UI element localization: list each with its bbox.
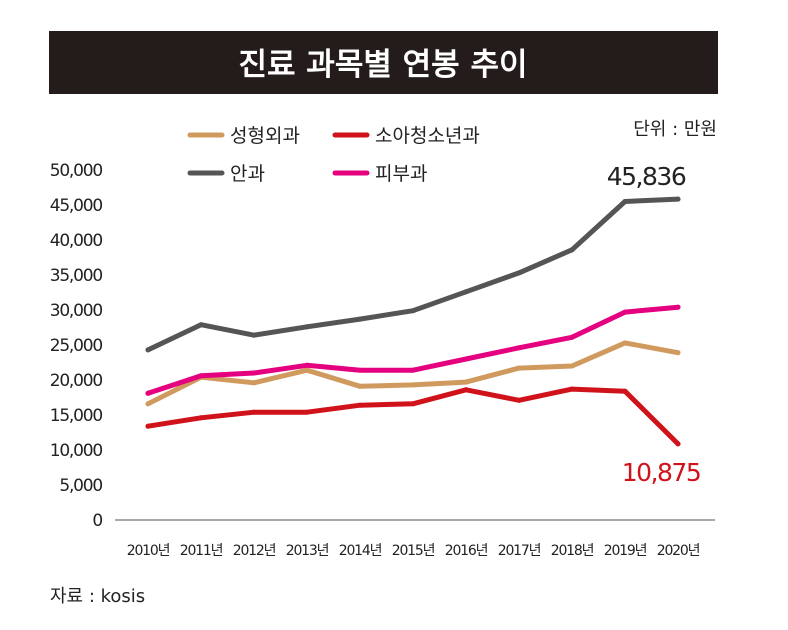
title-bar <box>49 31 718 94</box>
data-point <box>145 401 151 407</box>
data-point <box>304 324 310 330</box>
data-point <box>622 199 628 204</box>
data-point <box>198 322 204 328</box>
data-point <box>145 423 151 429</box>
data-point <box>569 334 575 340</box>
y-tick-label: 5,000 <box>59 476 102 496</box>
x-tick-label: 2010년 <box>127 543 170 559</box>
source-note: 자료 : kosis <box>50 586 145 607</box>
data-point <box>198 415 204 421</box>
x-tick-label: 2017년 <box>498 543 541 559</box>
data-point <box>622 340 628 346</box>
legend-label-3: 피부과 <box>375 163 427 185</box>
x-tick-label: 2018년 <box>551 543 594 559</box>
data-point <box>675 196 681 202</box>
data-point <box>145 390 151 396</box>
data-point <box>145 347 151 353</box>
y-tick-label: 40,000 <box>50 231 103 251</box>
data-point <box>463 356 469 362</box>
data-point <box>569 386 575 392</box>
data-point <box>463 289 469 295</box>
y-tick-label: 25,000 <box>50 336 103 356</box>
y-tick-label: 50,000 <box>50 161 103 181</box>
data-point <box>516 345 522 351</box>
x-tick-label: 2016년 <box>445 543 488 559</box>
data-point <box>463 387 469 393</box>
data-point <box>675 350 681 356</box>
legend: 성형외과 소아청소년과 안과 피부과 <box>187 125 480 185</box>
data-point <box>463 379 469 385</box>
x-tick-label: 2013년 <box>286 543 329 559</box>
legend-label-1: 소아청소년과 <box>375 125 480 147</box>
y-tick-label: 20,000 <box>50 371 103 391</box>
x-tick-label: 2014년 <box>339 543 382 559</box>
y-tick-label: 10,000 <box>50 441 103 461</box>
x-axis: 2010년 2011년 2012년 2013년 2014년 2015년 2016년 2017년… <box>127 543 701 559</box>
series-lines <box>145 196 681 447</box>
data-point <box>569 363 575 369</box>
x-tick-label: 2015년 <box>392 543 435 559</box>
data-point <box>304 409 310 415</box>
data-point <box>304 367 310 373</box>
data-point <box>410 401 416 407</box>
x-tick-label: 2020년 <box>657 543 700 559</box>
chart-title: 진료 과목별 연봉 추이 <box>238 47 527 83</box>
data-point <box>675 441 681 447</box>
data-point <box>516 397 522 403</box>
legend-label-2: 안과 <box>230 163 265 185</box>
y-tick-label: 45,000 <box>50 196 103 216</box>
data-point <box>357 383 363 389</box>
data-point <box>251 380 257 386</box>
data-point <box>357 402 363 408</box>
data-point <box>569 247 575 253</box>
y-tick-label: 30,000 <box>50 301 103 321</box>
data-point <box>410 382 416 388</box>
data-point <box>251 332 257 338</box>
data-point <box>251 370 257 376</box>
data-point <box>516 365 522 371</box>
y-tick-label: 35,000 <box>50 266 103 286</box>
data-point <box>198 373 204 379</box>
data-point <box>622 388 628 394</box>
data-point <box>516 270 522 276</box>
data-point <box>357 367 363 373</box>
data-point <box>622 309 628 315</box>
data-point <box>410 367 416 373</box>
x-tick-label: 2012년 <box>233 543 276 559</box>
data-point <box>357 316 363 322</box>
y-axis: 0 5,000 10,000 15,000 20,000 25,000 30,000 35,0… <box>50 161 104 531</box>
series-line-1 <box>145 386 681 447</box>
data-point <box>410 308 416 314</box>
data-point <box>304 362 310 368</box>
data-point <box>675 304 681 310</box>
legend-label-0: 성형외과 <box>230 125 300 147</box>
data-point <box>251 409 257 415</box>
y-tick-label: 0 <box>92 511 102 531</box>
x-tick-label: 2011년 <box>180 543 223 559</box>
annotation-min: 10,875 <box>622 458 700 487</box>
unit-note: 단위 : 만원 <box>633 119 717 140</box>
x-tick-label: 2019년 <box>604 543 647 559</box>
annotation-max: 45,836 <box>607 162 686 191</box>
y-tick-label: 15,000 <box>50 406 103 426</box>
